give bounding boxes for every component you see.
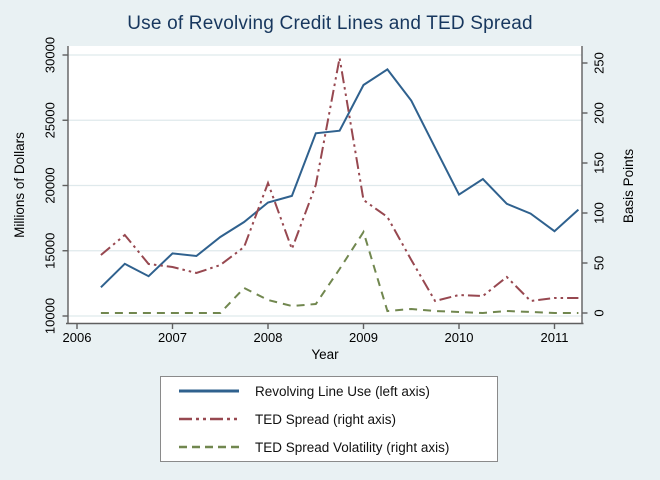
svg-text:25000: 25000 — [43, 102, 58, 138]
legend-row: TED Spread (right axis) — [177, 407, 497, 431]
ted-volatility-key-icon — [179, 445, 239, 449]
svg-text:100: 100 — [592, 202, 607, 224]
svg-text:2009: 2009 — [349, 330, 378, 345]
legend-row: TED Spread Volatility (right axis) — [177, 435, 497, 459]
svg-text:200: 200 — [592, 102, 607, 124]
y-axis-title-left: Millions of Dollars — [12, 132, 27, 238]
y-axis-title-right: Basis Points — [621, 149, 636, 224]
svg-text:15000: 15000 — [43, 233, 58, 269]
svg-text:10000: 10000 — [43, 298, 58, 334]
svg-text:2008: 2008 — [254, 330, 283, 345]
svg-text:2006: 2006 — [63, 330, 92, 345]
svg-text:2011: 2011 — [541, 330, 569, 345]
legend-label: TED Spread (right axis) — [255, 411, 397, 427]
chart-title: Use of Revolving Credit Lines and TED Sp… — [127, 13, 533, 34]
legend-box: Revolving Line Use (left axis) TED Sprea… — [160, 376, 498, 462]
chart-generated: 10000 15000 20000 25000 30000 0 50 100 150 200 250… — [43, 37, 607, 345]
legend-label: TED Spread Volatility (right axis) — [255, 439, 450, 455]
svg-text:150: 150 — [592, 152, 607, 174]
legend-label: Revolving Line Use (left axis) — [255, 383, 430, 399]
svg-text:2007: 2007 — [158, 330, 187, 345]
svg-text:30000: 30000 — [43, 37, 58, 73]
svg-text:2010: 2010 — [445, 330, 474, 345]
svg-text:0: 0 — [592, 309, 607, 316]
ted-spread-key-icon — [179, 417, 239, 421]
svg-text:50: 50 — [592, 256, 607, 270]
revolving-line-key-icon — [179, 389, 239, 393]
svg-text:250: 250 — [592, 52, 607, 74]
legend-row: Revolving Line Use (left axis) — [177, 379, 497, 403]
x-axis-title: Year — [311, 347, 339, 362]
svg-text:20000: 20000 — [43, 167, 58, 203]
